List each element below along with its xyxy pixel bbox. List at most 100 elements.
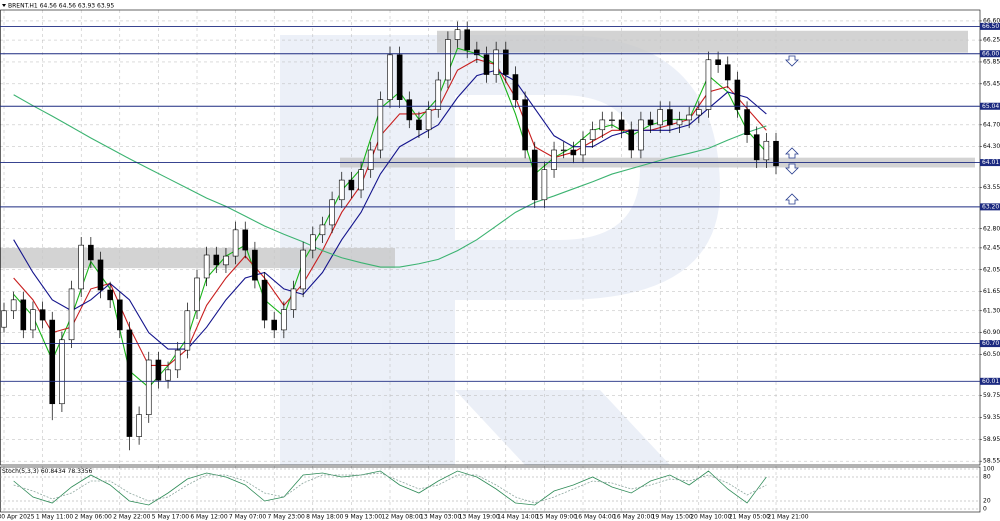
y-tick-label: 59.35 [983,414,1000,421]
level-label-box [980,22,1000,30]
level-label: 63.20 [982,203,999,210]
candle-body [126,329,133,437]
candle-body [541,169,548,201]
candle-body [647,119,654,126]
x-tick-label: 13 May 19:00 [459,514,500,521]
candle-body [387,54,393,100]
candle-body [406,99,413,121]
candle-body [309,234,316,251]
candle-body [338,179,345,201]
x-tick-label: 15 May 09:00 [536,514,577,521]
y-tick-label: 65.85 [983,58,1000,65]
x-tick-label: 5 May 17:00 [152,514,190,521]
stoch-main: 60.8434 [41,468,66,475]
candle-body [522,99,528,151]
x-tick-label: 1 May 11:00 [36,514,74,521]
candle-body [445,39,451,81]
candle-body [348,179,355,191]
candle-body [145,359,152,415]
candle-body [271,319,278,331]
candle-body [715,59,721,65]
candle-body [319,224,326,236]
y-tick-label: 63.55 [983,184,1000,191]
candle-body [599,119,606,131]
candle-body [242,229,249,251]
x-tick-label: 16 May 04:00 [574,514,615,521]
candle-body [49,319,56,405]
candle-body [580,139,586,156]
plot [1,21,779,451]
x-tick-label: 12 May 08:00 [381,514,422,521]
y-tick-label: 61.30 [983,307,1000,314]
x-tick-label: 6 May 12:00 [190,514,228,521]
candle-body [618,119,625,131]
y-tick-label: 59.75 [983,392,1000,399]
candle-body [570,149,577,156]
signal-arrows [785,55,799,205]
candle-body [165,369,171,381]
level-label: 60.70 [982,340,999,347]
y-tick-label: 64.70 [983,121,1000,128]
candle-body [174,349,181,371]
candle-body [589,129,596,140]
candle-body [695,109,702,116]
arrow-down [785,55,799,67]
x-tick-label: 2 May 06:00 [75,514,113,521]
price-zone [437,30,968,53]
ohlc-low: 63.93 [78,2,95,9]
candle-body [753,134,760,161]
stoch-frame [0,466,981,513]
y-tick-label: 61.65 [983,288,1000,295]
x-tick-label: 2 May 22:00 [113,514,151,521]
candle-body [464,29,471,51]
arrow-up [785,193,799,205]
ohlc-open: 64.56 [40,2,57,9]
candle-body [155,359,162,381]
stoch-tick-label: 20 [983,498,991,505]
candle-body [88,244,94,261]
level-label-box [980,50,1000,58]
candle-body [223,255,229,266]
x-tick-label: 7 May 23:00 [268,514,306,521]
level-label-box [980,203,1000,211]
x-tick-label: 20 May 10:00 [690,514,731,521]
candle-body [676,119,683,126]
candle-body [686,114,692,121]
candle-body [377,99,384,151]
x-tick-label: 21 May 21:00 [767,514,808,521]
candle-body [609,119,615,122]
candle-body [493,49,499,75]
candle-body [203,254,210,279]
x-tick-label: 19 May 15:00 [652,514,693,521]
candle-body [531,149,538,201]
candle-body [454,29,461,40]
plot-frame [0,9,981,466]
stoch-tick-label: 100 [983,466,995,473]
level-label-box [980,340,1000,348]
candle-body [425,109,432,131]
stoch-line [13,470,767,506]
candle-body [551,149,557,170]
ohlc-close: 63.95 [97,2,114,9]
candle-body [1,310,7,328]
stoch-tick-label: 80 [983,474,991,481]
candle-body [232,229,239,257]
x-tick-label: 14 May 14:00 [497,514,538,521]
candle-body [763,140,770,161]
y-tick-label: 58.55 [983,458,1000,465]
candle-body [39,309,46,321]
candle-body [512,74,519,100]
level-label: 65.04 [982,103,999,110]
candle-body [329,199,335,226]
x-tick-label: 7 May 07:00 [229,514,267,521]
candle-body [261,279,268,321]
symbol: BRENT.H1 [8,2,38,9]
stoch-line [13,472,767,504]
candle-body [290,288,297,310]
x-tick-label: 8 May 18:00 [306,514,344,521]
candle-body [396,54,403,100]
level-label-box [980,159,1000,167]
candle-body [502,49,509,75]
header-icon [2,4,6,7]
